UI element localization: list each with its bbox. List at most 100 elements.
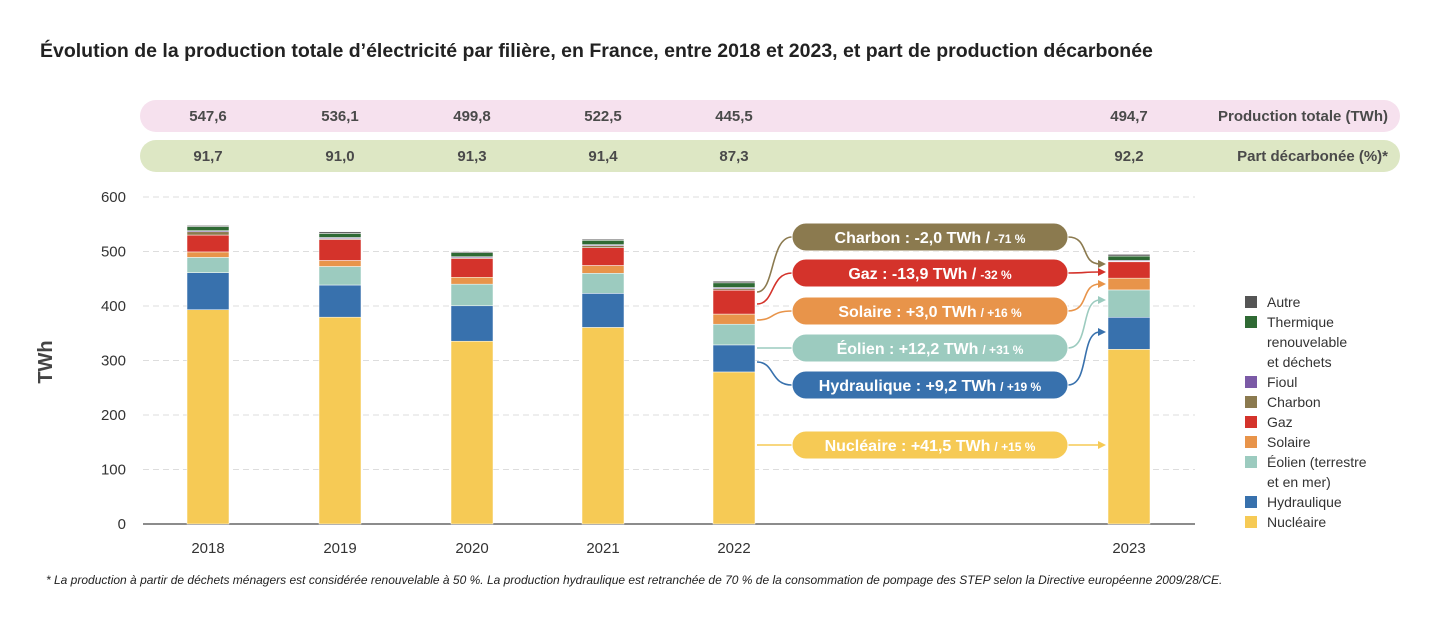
x-tick-label: 2021 — [586, 540, 619, 557]
annotation-percent: / +19 % — [1000, 380, 1041, 394]
arrow-head-icon — [1098, 441, 1106, 449]
total-production-value: 499,8 — [453, 108, 491, 125]
annotation-text: Éolien : +12,2 TWh / +31 % — [837, 339, 1024, 358]
bar-segment-hydraulique — [1107, 317, 1151, 350]
total-production-value: 547,6 — [189, 108, 227, 125]
total-production-band: Production totale (TWh) 547,6 536,1 499,8 5… — [140, 100, 1400, 132]
x-tick-label: 2022 — [717, 540, 750, 557]
annotation-change: Gaz : -13,9 TWh / — [848, 266, 977, 283]
bar-segment-hydraulique — [712, 344, 756, 373]
bar-segment-gaz — [1107, 261, 1151, 279]
y-tick-label: 600 — [101, 189, 126, 206]
annotation-change: Solaire : +3,0 TWh — [838, 304, 976, 321]
arrow-head-icon — [1098, 268, 1106, 276]
legend-item: Thermique renouvelable et déchets — [1245, 312, 1367, 372]
legend-item: Hydraulique — [1245, 492, 1367, 512]
bar-segment-hydraulique — [450, 305, 494, 342]
legend-label: et déchets — [1267, 354, 1332, 370]
chart-title: Évolution de la production totale d’élec… — [40, 40, 1153, 62]
arrow-head-icon — [1098, 280, 1106, 288]
bar-segment-solaire — [1107, 277, 1151, 291]
decarbonized-share-value: 91,7 — [193, 148, 223, 165]
x-tick-label: 2019 — [323, 540, 356, 557]
total-production-value: 445,5 — [715, 108, 753, 125]
decarbonized-share-label: Part décarbonée (%)* — [1237, 148, 1388, 165]
bar-segment-gaz — [450, 258, 494, 278]
decarbonized-share-value: 92,2 — [1114, 148, 1144, 165]
connector-line — [1067, 271, 1101, 274]
legend-label: renouvelable — [1267, 334, 1348, 350]
legend-swatch — [1245, 436, 1257, 448]
annotation-box — [791, 222, 1069, 252]
bar-segment-gaz — [581, 247, 625, 266]
annotation-text: Gaz : -13,9 TWh / -32 % — [848, 266, 1012, 283]
connector-line — [756, 236, 793, 293]
annotation-percent: / +16 % — [981, 306, 1022, 320]
annotation-box — [791, 430, 1069, 460]
connector-line — [1067, 283, 1101, 312]
connector-line — [1067, 331, 1101, 386]
decarbonized-share-value: 91,0 — [325, 148, 355, 165]
annotation-box — [791, 370, 1069, 400]
bar-segment-solaire — [581, 265, 625, 274]
bar-segment-autre — [581, 238, 625, 241]
y-tick-label: 400 — [101, 298, 126, 315]
annotation-box — [791, 296, 1069, 326]
legend-item: Gaz — [1245, 412, 1367, 432]
bar-segment-éolien — [712, 323, 756, 346]
bar-segment-hydraulique — [318, 284, 362, 318]
annotation-change: Charbon : -2,0 TWh / — [835, 230, 991, 247]
legend-item: Charbon — [1245, 392, 1367, 412]
legend-swatch — [1245, 516, 1257, 528]
bar-segment-solaire — [318, 260, 362, 267]
bar-segment-autre — [1107, 254, 1151, 257]
legend-label: Fioul — [1267, 374, 1298, 390]
decarbonized-share-band: Part décarbonée (%)* 91,7 91,0 91,3 91,4 87,… — [140, 140, 1400, 172]
legend-item: Autre — [1245, 292, 1367, 312]
decarbonized-share-value: 87,3 — [719, 148, 749, 165]
y-tick-label: 100 — [101, 462, 126, 479]
bar-segment-éolien — [186, 257, 230, 273]
bar-segment-autre — [450, 251, 494, 253]
bar-segment-hydraulique — [186, 272, 230, 310]
legend-swatch — [1245, 496, 1257, 508]
legend-label: Hydraulique — [1267, 494, 1342, 510]
bar-segment-solaire — [712, 313, 756, 325]
bar-segment-autre — [318, 231, 362, 234]
bar-segment-éolien — [318, 266, 362, 286]
bar-segment-thermique — [581, 240, 625, 245]
legend-label: Autre — [1267, 294, 1301, 310]
bar-segment-solaire — [450, 277, 494, 285]
y-tick-label: 300 — [101, 353, 126, 370]
legend-label: Éolien (terrestre — [1267, 454, 1367, 470]
bar-segment-autre — [186, 225, 230, 227]
x-tick-label: 2020 — [455, 540, 488, 557]
bar-segment-nucléaire — [581, 327, 625, 525]
y-tick-label: 0 — [118, 516, 126, 533]
bar-segment-gaz — [318, 239, 362, 261]
bar-segment-gaz — [186, 234, 230, 253]
bar-segment-solaire — [186, 251, 230, 258]
legend-swatch — [1245, 376, 1257, 388]
decarbonized-share-value: 91,4 — [588, 148, 618, 165]
bar-segment-nucléaire — [450, 340, 494, 525]
arrow-head-icon — [1098, 328, 1106, 336]
legend: Autre Thermique renouvelable et déchets Fiou… — [1245, 292, 1367, 532]
arrow-head-icon — [1098, 260, 1106, 268]
total-production-value: 494,7 — [1110, 108, 1148, 125]
annotation-change: Nucléaire : +41,5 TWh — [825, 438, 991, 455]
annotation-change: Éolien : +12,2 TWh — [837, 339, 979, 358]
annotation-box — [791, 333, 1069, 363]
legend-swatch — [1245, 396, 1257, 408]
annotation-text: Hydraulique : +9,2 TWh / +19 % — [819, 378, 1042, 395]
bar-segment-hydraulique — [581, 293, 625, 328]
connector-line — [1067, 299, 1101, 349]
legend-label: Charbon — [1267, 394, 1321, 410]
annotation-text: Solaire : +3,0 TWh / +16 % — [838, 304, 1022, 321]
connector-line — [756, 272, 793, 305]
bar-segment-thermique — [450, 252, 494, 257]
bar-segment-nucléaire — [712, 371, 756, 525]
legend-label: Nucléaire — [1267, 514, 1327, 530]
